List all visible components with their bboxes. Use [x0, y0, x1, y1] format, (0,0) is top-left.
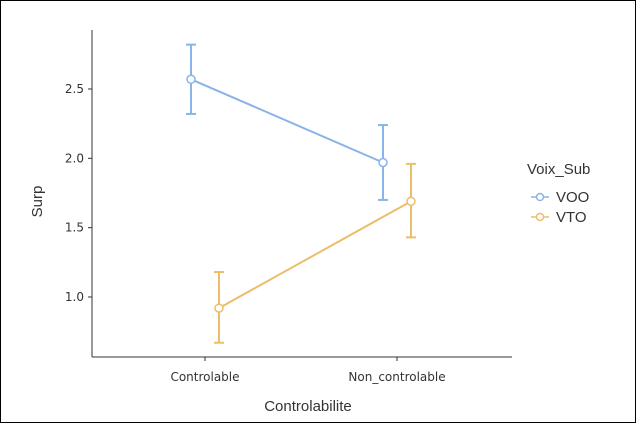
data-point [406, 196, 416, 207]
axes [91, 30, 512, 358]
legend-swatch-marker [535, 212, 545, 222]
legend-item-voo: VOO [531, 189, 589, 206]
y-tick-label: 1.0 [65, 290, 84, 304]
series-voo [186, 43, 388, 201]
x-ticks: Controlable Non_controlable [170, 357, 446, 384]
data-point [214, 303, 224, 313]
legend-label: VTO [556, 209, 587, 226]
y-axis-title: Surp [29, 186, 46, 218]
x-tick-label: Non_controlable [348, 370, 445, 384]
y-ticks: 1.0 1.5 2.0 2.5 [65, 82, 92, 304]
data-point [378, 157, 388, 168]
legend-label: VOO [556, 189, 589, 206]
legend-swatch-marker [535, 192, 545, 202]
series-line [190, 78, 384, 164]
legend-item-vto: VTO [531, 209, 587, 226]
series-layer [186, 43, 416, 344]
x-tick-label: Controlable [170, 370, 239, 384]
legend-items: VOO VTO [531, 189, 589, 226]
y-tick-label: 1.5 [65, 221, 84, 235]
data-point [186, 74, 196, 85]
legend-title: Voix_Sub [527, 161, 590, 178]
y-tick-label: 2.5 [65, 82, 84, 96]
series-vto [214, 162, 416, 344]
series-line [218, 200, 412, 309]
y-tick-label: 2.0 [65, 151, 84, 165]
legend: Voix_Sub VOO VTO [527, 161, 590, 226]
x-axis-title: Controlabilite [264, 398, 352, 415]
